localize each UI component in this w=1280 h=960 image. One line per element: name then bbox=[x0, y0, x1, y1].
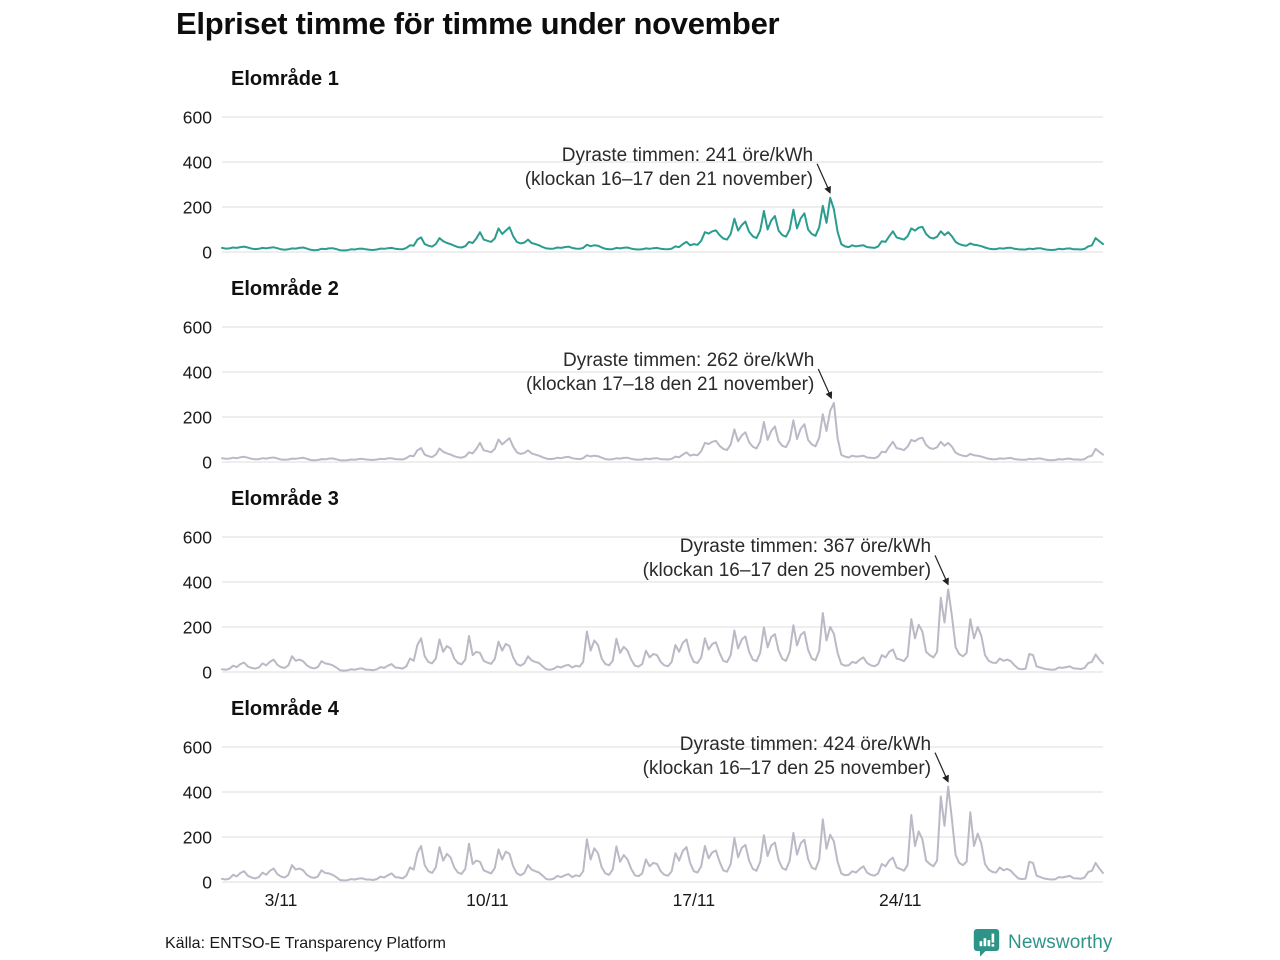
annotation-line1: Dyraste timmen: 241 öre/kWh bbox=[561, 144, 814, 166]
x-tick-label: 3/11 bbox=[265, 890, 298, 910]
source-caption: Källa: ENTSO-E Transparency Platform bbox=[165, 935, 446, 952]
price-line bbox=[221, 196, 1104, 252]
annotation-line1: Dyraste timmen: 367 öre/kWh bbox=[679, 536, 932, 558]
y-tick-label: 0 bbox=[202, 243, 212, 263]
chart-subtitle: Elområde 3 bbox=[231, 488, 339, 510]
y-tick-label: 400 bbox=[183, 573, 212, 593]
chart-subtitle: Elområde 2 bbox=[231, 278, 339, 300]
y-tick-label: 400 bbox=[183, 783, 212, 803]
peak-annotation: Dyraste timmen: 262 öre/kWh (klockan 17–… bbox=[526, 349, 814, 397]
y-tick-label: 0 bbox=[202, 453, 212, 473]
annotation-line1: Dyraste timmen: 424 öre/kWh bbox=[679, 733, 932, 755]
y-tick-label: 200 bbox=[183, 828, 212, 848]
price-line bbox=[221, 402, 1104, 462]
y-tick-label: 600 bbox=[183, 318, 212, 338]
annotation-line2: (klockan 16–17 den 25 november) bbox=[642, 560, 932, 582]
x-tick-label: 24/11 bbox=[879, 890, 922, 910]
newsworthy-logo: Newsworthy bbox=[973, 928, 1112, 957]
peak-annotation: Dyraste timmen: 241 öre/kWh (klockan 16–… bbox=[525, 144, 813, 192]
y-tick-label: 400 bbox=[183, 153, 212, 173]
annotation-line2: (klockan 16–17 den 21 november) bbox=[524, 168, 814, 190]
price-line bbox=[221, 785, 1104, 882]
chart-elomrade-3: Elområde 3 600 400 200 0 Dyraste timmen: 36… bbox=[160, 488, 1280, 698]
peak-annotation: Dyraste timmen: 424 öre/kWh (klockan 16–… bbox=[643, 733, 931, 781]
annotation-line2: (klockan 17–18 den 21 november) bbox=[525, 374, 815, 396]
y-tick-label: 0 bbox=[202, 663, 212, 683]
price-line bbox=[221, 588, 1104, 672]
line-chart-svg: 600 400 200 0 bbox=[183, 318, 1104, 473]
y-tick-label: 200 bbox=[183, 618, 212, 638]
y-tick-label: 600 bbox=[183, 108, 212, 128]
annotation-arrow bbox=[934, 555, 949, 586]
chart-elomrade-4: Elområde 4 600 400 200 0 3/11 10/11 17/11 24/11… bbox=[160, 698, 1280, 910]
y-tick-label: 400 bbox=[183, 363, 212, 383]
newsworthy-icon bbox=[973, 929, 1000, 957]
x-tick-label: 10/11 bbox=[466, 890, 509, 910]
newsworthy-wordmark: Newsworthy bbox=[1008, 931, 1113, 953]
y-tick-label: 200 bbox=[183, 198, 212, 218]
line-chart-svg: 600 400 200 0 bbox=[183, 528, 1104, 683]
annotation-line1: Dyraste timmen: 262 öre/kWh bbox=[562, 350, 815, 372]
peak-annotation: Dyraste timmen: 367 öre/kWh (klockan 16–… bbox=[643, 535, 931, 583]
annotation-arrow bbox=[934, 752, 949, 783]
annotation-line2: (klockan 16–17 den 25 november) bbox=[642, 757, 932, 779]
y-tick-label: 600 bbox=[183, 528, 212, 548]
chart-subtitle: Elområde 1 bbox=[231, 68, 339, 90]
annotation-arrow bbox=[816, 163, 831, 194]
y-tick-label: 600 bbox=[183, 738, 212, 758]
page-title: Elpriset timme för timme under november bbox=[176, 6, 780, 41]
chart-elomrade-2: Elområde 2 600 400 200 0 Dyraste timmen: 26… bbox=[160, 278, 1280, 488]
chart-subtitle: Elområde 4 bbox=[231, 698, 339, 720]
y-tick-label: 200 bbox=[183, 408, 212, 428]
annotation-arrow bbox=[817, 368, 833, 400]
chart-elomrade-1: Elområde 1 600 400 200 0 Dyraste timmen: 24… bbox=[160, 68, 1280, 278]
line-chart-svg: 600 400 200 0 3/11 10/11 17/11 24/11 bbox=[183, 738, 1104, 910]
line-chart-svg: 600 400 200 0 bbox=[183, 108, 1104, 263]
x-tick-label: 17/11 bbox=[673, 890, 716, 910]
y-tick-label: 0 bbox=[202, 873, 212, 893]
